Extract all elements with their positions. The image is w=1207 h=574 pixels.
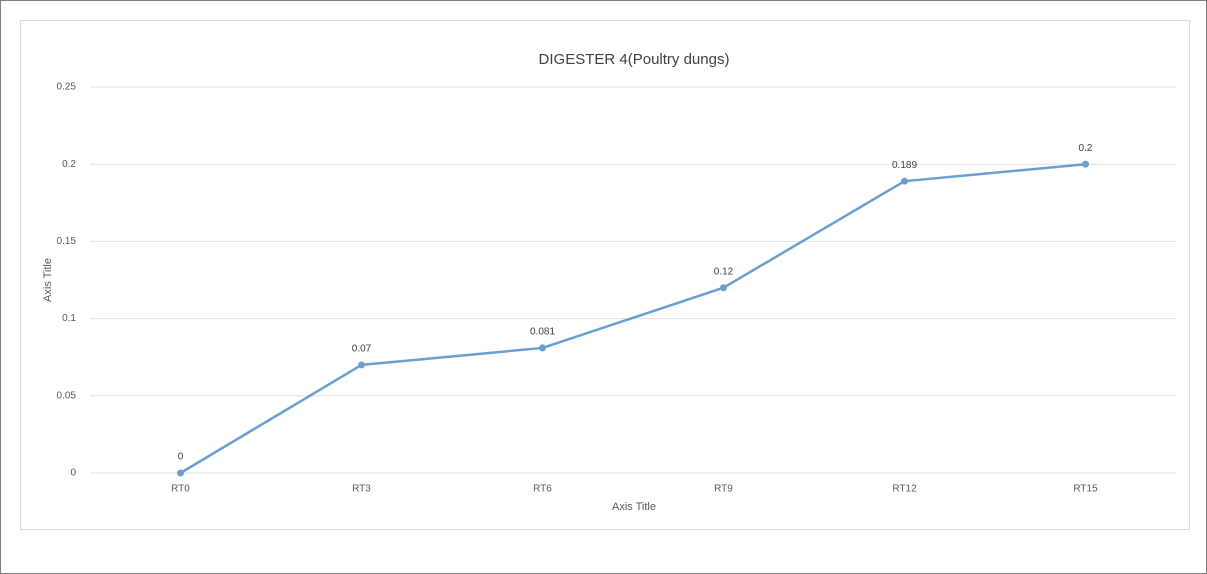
data-point <box>358 361 365 369</box>
x-tick-label: RT9 <box>714 484 733 495</box>
data-point <box>539 344 546 352</box>
data-label: 0.12 <box>714 266 734 277</box>
data-line <box>179 162 1086 475</box>
data-label: 0.189 <box>892 160 917 171</box>
chart-title: DIGESTER 4(Poultry dungs) <box>539 51 730 68</box>
chart-frame <box>20 20 1190 530</box>
y-tick-label: 0.25 <box>57 82 77 93</box>
y-tick-label: 0.15 <box>57 236 77 247</box>
data-label: 0.2 <box>1079 143 1093 154</box>
data-label: 0.081 <box>530 327 555 338</box>
x-tick-label: RT3 <box>352 484 371 495</box>
data-label: 0 <box>178 452 184 463</box>
y-tick-label: 0.2 <box>62 159 76 170</box>
x-tick-label: RT0 <box>171 484 190 495</box>
y-tick-label: 0 <box>70 468 76 479</box>
data-label: 0.07 <box>352 344 372 355</box>
data-point <box>177 469 184 477</box>
data-point <box>720 284 727 292</box>
x-tick-label: RT15 <box>1073 484 1098 495</box>
x-axis-title: Axis Title <box>612 501 656 513</box>
y-tick-label: 0.1 <box>62 313 76 324</box>
x-tick-label: RT6 <box>533 484 552 495</box>
y-tick-label: 0.05 <box>57 390 77 401</box>
y-axis-title: Axis Title <box>42 258 54 302</box>
data-point <box>901 177 908 185</box>
x-tick-label: RT12 <box>892 484 917 495</box>
data-point <box>1082 160 1089 168</box>
